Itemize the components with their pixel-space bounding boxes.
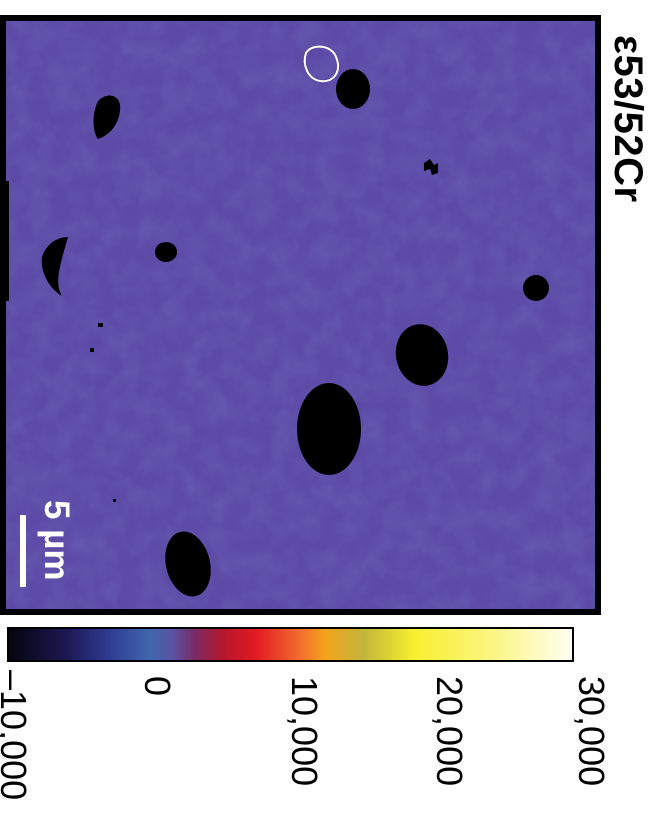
grain-4 bbox=[155, 242, 177, 262]
scale-bar bbox=[20, 515, 26, 587]
grain-9 bbox=[424, 159, 438, 175]
map-texture bbox=[6, 21, 595, 609]
grain-outline bbox=[303, 45, 339, 83]
speck-4 bbox=[6, 181, 9, 301]
colorbar-tick-label: 0 bbox=[137, 676, 178, 697]
grain-3 bbox=[41, 237, 68, 296]
grain-1 bbox=[336, 69, 370, 109]
colorbar-tick-label: 30,000 bbox=[571, 676, 612, 787]
speck-2 bbox=[90, 348, 94, 352]
grain-2 bbox=[93, 95, 121, 139]
colorbar-tick-label: 10,000 bbox=[284, 676, 325, 787]
grain-7 bbox=[297, 383, 361, 475]
colorbar-tick-label: 20,000 bbox=[429, 676, 470, 787]
scale-bar-label: 5 µm bbox=[37, 500, 76, 581]
speck-1 bbox=[98, 323, 103, 327]
isotope-ratio-map bbox=[0, 15, 601, 615]
color-scale-bar bbox=[7, 627, 574, 662]
speck-3 bbox=[113, 499, 116, 502]
map-graphic bbox=[6, 21, 595, 609]
map-title: ε53/52Cr bbox=[606, 35, 650, 203]
colorbar-tick-label: –10,000 bbox=[0, 670, 34, 801]
grain-8 bbox=[165, 531, 211, 597]
grain-6 bbox=[395, 324, 449, 386]
grain-5 bbox=[523, 275, 549, 301]
